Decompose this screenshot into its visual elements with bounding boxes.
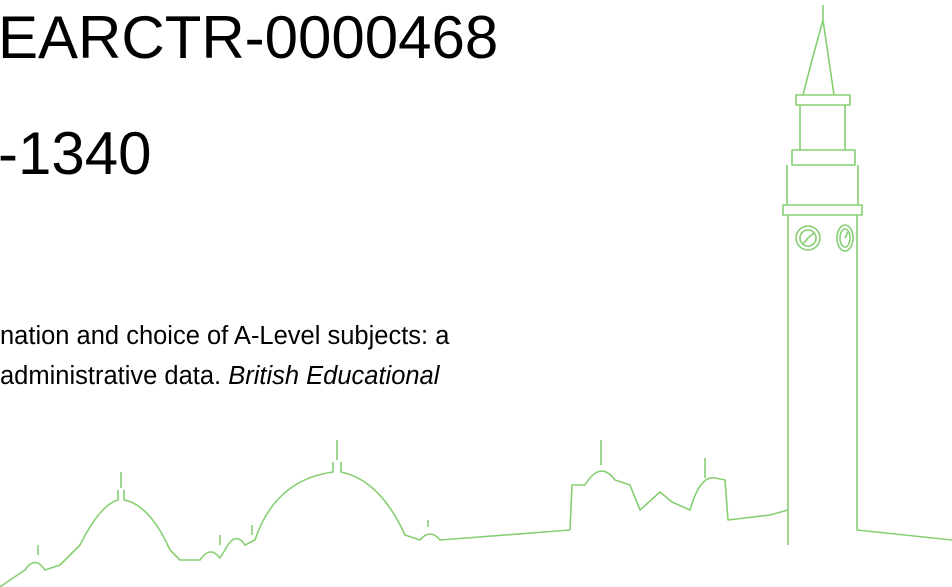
clock-tower	[782, 5, 952, 545]
citation-text: administrative data.	[0, 362, 222, 390]
heading-line: EARCTR-0000468	[0, 4, 499, 71]
citation-line: administrative data. British Educational	[0, 362, 440, 390]
clock-face-inner	[839, 228, 851, 248]
clock-face	[795, 225, 821, 251]
clock-face-inner	[799, 229, 817, 247]
skyline	[0, 462, 789, 587]
journal-name: British Educational	[228, 362, 440, 390]
citation-line: nation and choice of A-Level subjects: a	[0, 322, 450, 350]
heading-line: -1340	[0, 120, 152, 187]
clock-hands	[802, 231, 849, 245]
clock-face	[836, 224, 854, 252]
spires	[37, 440, 706, 555]
